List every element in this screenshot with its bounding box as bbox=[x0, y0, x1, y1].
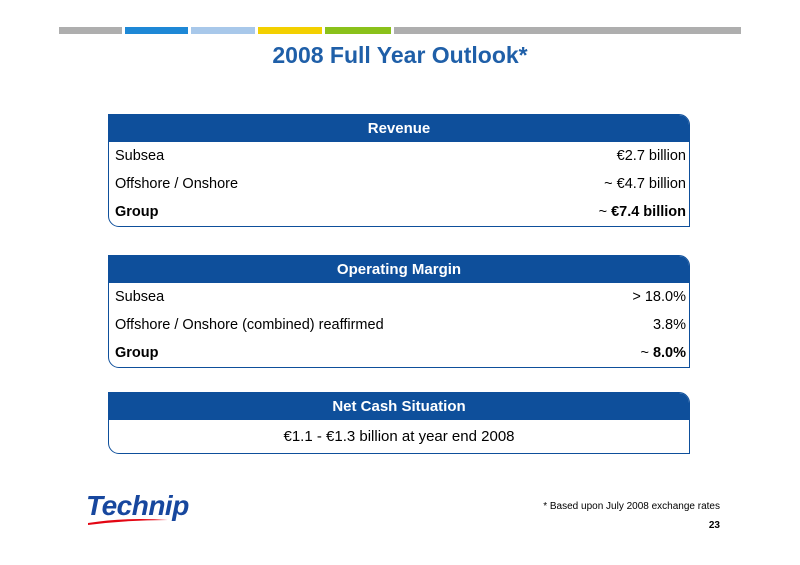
footnote: * Based upon July 2008 exchange rates bbox=[543, 501, 720, 512]
net-cash-header: Net Cash Situation bbox=[109, 393, 689, 420]
group-number: €7.4 billion bbox=[611, 204, 686, 220]
net-cash-value: €1.1 - €1.3 billion at year end 2008 bbox=[283, 428, 515, 445]
margin-row: Subsea > 18.0% bbox=[109, 283, 689, 311]
row-label: Offshore / Onshore (combined) reaffirmed bbox=[115, 317, 384, 333]
revenue-header: Revenue bbox=[109, 115, 689, 142]
row-label: Subsea bbox=[115, 148, 165, 164]
revenue-row: Offshore / Onshore ~ €4.7 billion bbox=[109, 170, 689, 198]
page-title: 2008 Full Year Outlook* bbox=[272, 42, 528, 68]
operating-margin-header: Operating Margin bbox=[109, 256, 689, 283]
bar-segment-gray-left bbox=[59, 27, 122, 34]
bar-segment-lightblue bbox=[191, 27, 255, 34]
technip-logo: Technip bbox=[86, 490, 189, 521]
row-label: Subsea bbox=[115, 289, 165, 305]
net-cash-box: Net Cash Situation €1.1 - €1.3 billion a… bbox=[108, 392, 690, 454]
group-value: ~ 8.0% bbox=[640, 339, 686, 367]
bar-segment-gray-right bbox=[394, 27, 741, 34]
group-label: Group bbox=[115, 204, 159, 220]
row-value: > 18.0% bbox=[632, 289, 686, 305]
bar-segment-green bbox=[325, 27, 391, 34]
group-number: 8.0% bbox=[652, 345, 686, 361]
revenue-box: Revenue Subsea €2.7 billion Offshore / O… bbox=[108, 114, 690, 227]
row-label: Offshore / Onshore bbox=[115, 176, 239, 192]
revenue-group-row: Group ~ €7.4 billion bbox=[109, 198, 689, 226]
approx-prefix: ~ bbox=[598, 204, 612, 220]
bar-segment-yellow bbox=[258, 27, 322, 34]
group-value: ~ €7.4 billion bbox=[599, 198, 686, 226]
revenue-row: Subsea €2.7 billion bbox=[109, 142, 689, 170]
row-value: 3.8% bbox=[652, 317, 686, 333]
logo-swoosh-icon bbox=[88, 519, 168, 525]
page-number: 23 bbox=[708, 520, 720, 531]
bar-segment-blue bbox=[125, 27, 188, 34]
margin-group-row: Group ~ 8.0% bbox=[109, 339, 689, 367]
approx-prefix: ~ bbox=[640, 345, 653, 361]
group-label: Group bbox=[115, 345, 159, 361]
margin-row: Offshore / Onshore (combined) reaffirmed… bbox=[109, 311, 689, 339]
row-value: ~ €4.7 billion bbox=[604, 176, 686, 192]
top-color-bar bbox=[59, 27, 741, 34]
operating-margin-box: Operating Margin Subsea > 18.0% Offshore… bbox=[108, 255, 690, 368]
row-value: €2.7 billion bbox=[616, 148, 686, 164]
